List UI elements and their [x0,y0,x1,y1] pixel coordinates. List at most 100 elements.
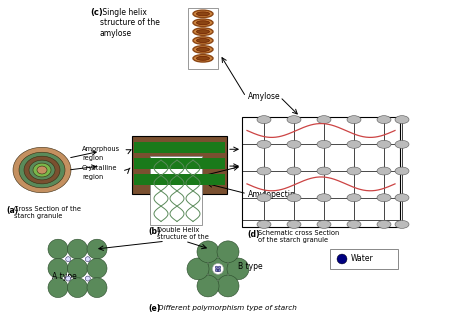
Circle shape [197,275,219,297]
Ellipse shape [377,220,391,228]
Text: Single helix
structure of the
amylose: Single helix structure of the amylose [100,8,160,38]
Circle shape [66,276,71,281]
Text: Amylose: Amylose [248,92,281,101]
Circle shape [227,258,249,280]
Ellipse shape [24,156,60,184]
Ellipse shape [257,167,271,175]
Ellipse shape [377,194,391,202]
Ellipse shape [257,140,271,148]
Ellipse shape [287,194,301,202]
Circle shape [212,263,224,274]
Circle shape [85,257,91,262]
Text: (b): (b) [148,227,161,236]
Circle shape [217,241,239,263]
Text: Double Helix
structure of the: Double Helix structure of the [157,227,209,240]
Text: Schematic cross Section
of the starch granule: Schematic cross Section of the starch gr… [258,230,339,243]
Circle shape [87,278,107,298]
Text: (a): (a) [6,206,18,215]
Ellipse shape [193,10,213,18]
Text: Amylopectin: Amylopectin [248,190,296,199]
Ellipse shape [197,21,210,25]
Text: Different polymorphism type of starch: Different polymorphism type of starch [158,305,297,311]
Circle shape [215,266,218,269]
Circle shape [48,278,68,298]
Ellipse shape [193,28,213,35]
Ellipse shape [287,116,301,123]
Circle shape [87,259,107,278]
Ellipse shape [395,116,409,123]
Text: B type: B type [238,262,263,272]
Circle shape [218,266,221,269]
Ellipse shape [37,166,47,174]
Ellipse shape [317,194,331,202]
Circle shape [337,254,347,264]
Text: A type: A type [52,272,77,281]
Bar [134,158,225,169]
Circle shape [218,269,221,272]
Text: (e): (e) [148,305,160,313]
Ellipse shape [287,220,301,228]
Bar [134,142,225,153]
Bar [188,8,218,69]
Ellipse shape [193,37,213,44]
Text: (d): (d) [247,230,259,239]
Ellipse shape [197,48,210,51]
Ellipse shape [257,116,271,123]
Circle shape [67,239,88,259]
Ellipse shape [377,116,391,123]
Circle shape [67,278,88,298]
Ellipse shape [395,140,409,148]
Text: region: region [82,155,103,161]
Ellipse shape [33,163,51,177]
Bar [242,117,400,227]
Ellipse shape [19,152,65,188]
Circle shape [48,259,68,278]
Circle shape [187,258,209,280]
Bar [132,136,227,194]
Text: Cross Section of the
starch granule: Cross Section of the starch granule [14,206,81,219]
Text: region: region [82,174,103,180]
Ellipse shape [377,167,391,175]
Text: Water: Water [351,255,374,263]
Ellipse shape [347,140,361,148]
Circle shape [217,275,239,297]
Text: Amorphous: Amorphous [82,146,120,152]
Ellipse shape [287,167,301,175]
Ellipse shape [13,147,71,193]
Ellipse shape [257,194,271,202]
Bar [150,156,202,226]
Text: Crystalline: Crystalline [82,165,118,171]
Ellipse shape [347,116,361,123]
Ellipse shape [317,167,331,175]
Ellipse shape [193,54,213,62]
Ellipse shape [193,19,213,26]
Circle shape [87,239,107,259]
Circle shape [197,241,219,263]
Ellipse shape [197,30,210,34]
Ellipse shape [287,140,301,148]
Ellipse shape [377,140,391,148]
Ellipse shape [395,220,409,228]
Bar [330,249,398,269]
Ellipse shape [317,116,331,123]
Ellipse shape [197,12,210,16]
Ellipse shape [395,194,409,202]
Ellipse shape [29,160,55,180]
Ellipse shape [257,220,271,228]
Ellipse shape [197,56,210,60]
Circle shape [67,259,88,278]
Circle shape [85,276,91,281]
Circle shape [66,257,71,262]
Ellipse shape [193,46,213,53]
Circle shape [215,269,218,272]
Ellipse shape [197,38,210,43]
Ellipse shape [317,220,331,228]
Text: (c): (c) [90,8,103,17]
Ellipse shape [317,140,331,148]
Circle shape [217,269,219,272]
Ellipse shape [395,167,409,175]
Bar [134,174,225,185]
Circle shape [207,258,229,280]
Ellipse shape [347,194,361,202]
Circle shape [48,239,68,259]
